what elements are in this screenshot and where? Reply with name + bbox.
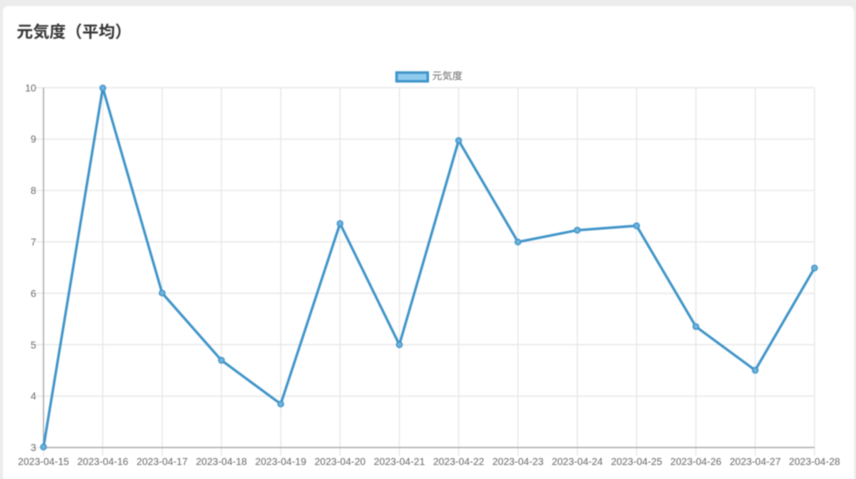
svg-text:2023-04-25: 2023-04-25	[611, 457, 663, 468]
svg-text:6: 6	[31, 289, 37, 300]
svg-text:5: 5	[31, 340, 37, 351]
svg-text:8: 8	[31, 186, 37, 197]
svg-text:2023-04-17: 2023-04-17	[137, 457, 189, 468]
svg-text:2023-04-18: 2023-04-18	[196, 457, 248, 468]
svg-text:3: 3	[31, 443, 37, 454]
svg-text:2023-04-20: 2023-04-20	[314, 457, 366, 468]
svg-text:7: 7	[31, 238, 37, 249]
svg-text:2023-04-21: 2023-04-21	[374, 457, 426, 468]
svg-text:2023-04-16: 2023-04-16	[77, 457, 129, 468]
svg-text:10: 10	[25, 83, 37, 94]
svg-text:2023-04-24: 2023-04-24	[552, 457, 604, 468]
svg-text:4: 4	[31, 392, 37, 403]
svg-text:9: 9	[31, 135, 37, 146]
svg-text:2023-04-22: 2023-04-22	[433, 457, 485, 468]
svg-text:2023-04-23: 2023-04-23	[492, 457, 544, 468]
svg-text:2023-04-26: 2023-04-26	[670, 457, 722, 468]
svg-text:2023-04-15: 2023-04-15	[18, 457, 70, 468]
svg-text:2023-04-27: 2023-04-27	[730, 457, 782, 468]
svg-text:2023-04-28: 2023-04-28	[789, 457, 841, 468]
svg-text:2023-04-19: 2023-04-19	[255, 457, 307, 468]
